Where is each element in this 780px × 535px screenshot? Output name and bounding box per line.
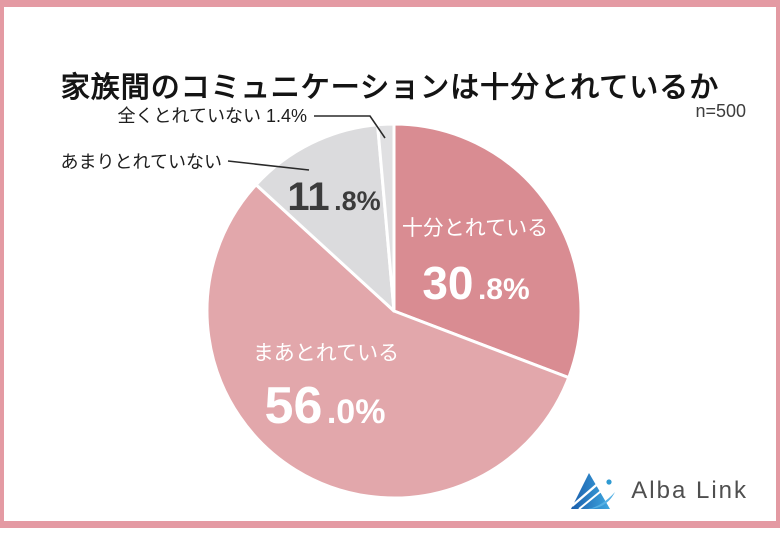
value-somewhat-frac: .0% [327,393,386,431]
label-sufficient: 十分とれている [402,217,548,240]
leader-lines [227,115,386,171]
alba-link-logo: Alba Link [570,471,748,511]
pie-slice-2 [205,183,571,500]
value-somewhat-int: 56 [265,377,323,435]
label-not-much: あまりとれていない [61,152,222,172]
value-not-much-frac: .8% [334,186,381,216]
value-somewhat: 56 .0% [265,377,386,435]
value-sufficient: 30 .8% [422,257,529,309]
alba-link-logo-text: Alba Link [631,477,748,504]
leader-line-not-much [227,160,310,171]
label-not-at-all: 全くとれていない 1.4% [118,106,308,126]
pie-chart: 全くとれていない 1.4% あまりとれていない 11 .8% 十分とれている 3… [61,106,583,500]
value-sufficient-int: 30 [422,257,473,309]
value-sufficient-frac: .8% [478,273,530,306]
pie-slices [205,122,583,500]
leader-line-not-at-all [314,115,386,139]
chart-title: 家族間のコミュニケーションは十分とれているか [60,72,720,105]
value-not-much: 11 .8% [287,175,380,219]
alba-link-logo-icon [571,473,616,510]
pie-slice-1 [392,122,583,380]
sample-size-label: n=500 [695,101,746,121]
pie-slice-4 [376,122,396,313]
value-not-much-int: 11 [287,175,329,219]
pie-slice-3 [254,123,396,313]
label-somewhat: まあとれている [253,342,399,365]
